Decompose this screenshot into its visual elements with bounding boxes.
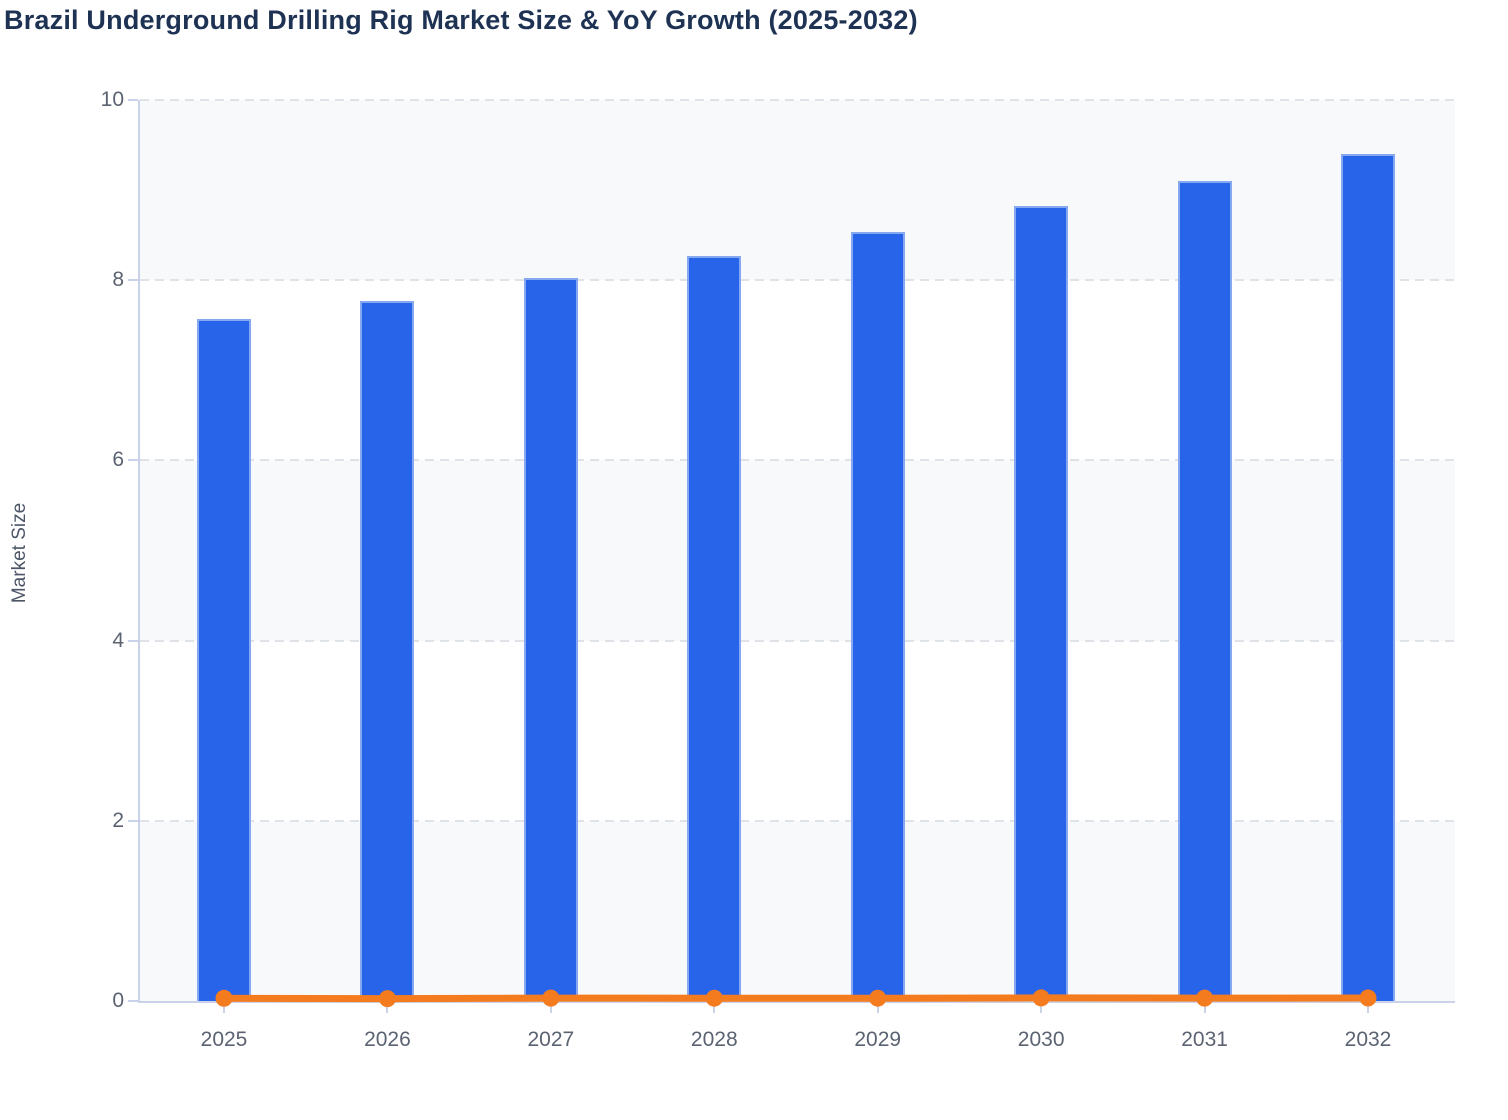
plot-band-0-2 [140,820,1455,1001]
bar-2027[interactable] [523,278,578,1001]
y-tick-label-2: 2 [112,808,124,832]
x-tick-2026 [386,1003,389,1013]
yoy-growth-line-layer [215,989,1377,1008]
y-tick-0 [128,1000,138,1002]
gridline-y-2 [140,819,1455,822]
yoy-marker-2027[interactable] [542,989,560,1007]
yoy-marker-2025[interactable] [215,989,233,1007]
yoy-marker-2030[interactable] [1032,989,1050,1007]
x-tick-label-2029: 2029 [854,1028,902,1051]
bar-2026[interactable] [360,300,415,1001]
x-tick-2029 [876,1003,879,1013]
y-tick-label-6: 6 [112,448,124,472]
x-axis-line [140,1001,1455,1003]
plot-band-4-6 [140,460,1455,641]
x-tick-label-2027: 2027 [527,1028,575,1051]
y-tick-label-4: 4 [112,628,124,652]
x-tick-2031 [1203,1003,1206,1013]
yoy-growth-line [220,994,1372,1003]
bar-2025[interactable] [197,318,251,1001]
x-tick-2027 [549,1003,552,1013]
plot-area: 0 2 4 6 8 10 2025 2026 2027 2028 2029 2030 2031 2032 [101,88,1455,1051]
y-axis-line [138,100,140,1003]
bar-2030[interactable] [1014,206,1069,1001]
x-tick-label-2028: 2028 [690,1028,738,1051]
y-tick-label-8: 8 [112,268,124,292]
x-tick-label-2025: 2025 [200,1028,248,1051]
y-tick-label-0: 0 [112,989,124,1012]
y-tick-10 [128,99,138,101]
yoy-marker-2031[interactable] [1196,989,1214,1007]
plot-band-8-10 [140,100,1455,281]
bar-2031[interactable] [1177,181,1232,1001]
x-tick-2030 [1040,1003,1043,1013]
yoy-marker-2028[interactable] [705,989,723,1007]
x-tick-label-2031: 2031 [1181,1028,1228,1051]
x-tick-label-2030: 2030 [1017,1028,1065,1051]
x-tick-label-2026: 2026 [364,1028,411,1051]
y-axis-title: Market Size [9,502,30,604]
y-tick-label-10: 10 [100,88,124,111]
x-tick-2032 [1367,1003,1369,1013]
bar-2028[interactable] [687,255,742,1001]
y-tick-2 [128,819,138,822]
y-tick-8 [128,279,138,282]
x-tick-2025 [223,1003,225,1013]
gridline-y-6 [140,459,1455,462]
yoy-marker-2026[interactable] [378,990,396,1008]
y-tick-6 [128,459,138,462]
yoy-marker-2029[interactable] [869,989,887,1007]
gridline-y-10 [140,99,1455,101]
chart-title: Brazil Underground Drilling Rig Market S… [4,5,918,35]
bar-2032[interactable] [1341,154,1395,1001]
x-tick-label-2032: 2032 [1344,1028,1392,1051]
gridline-y-4 [140,639,1455,642]
x-tick-2028 [713,1003,716,1013]
bar-2029[interactable] [850,232,905,1001]
yoy-marker-2032[interactable] [1359,989,1377,1007]
gridline-y-8 [140,279,1455,282]
y-tick-4 [128,639,138,642]
